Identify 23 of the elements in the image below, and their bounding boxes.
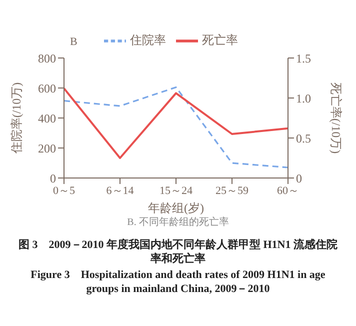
x-tick-label: 25～59	[216, 184, 249, 197]
caption: Figure 3 Hospitalization and death rates of 2009 H1N1 in age groups in mainland China, 2009－2010	[30, 268, 326, 296]
legend-label: 住院率	[130, 32, 166, 47]
x-axis-title: 年龄组(岁)	[148, 201, 204, 215]
legend-label: 死亡率	[202, 32, 238, 47]
y-tick-label: 200	[38, 141, 56, 156]
y2-tick-label: 1.0	[296, 91, 311, 106]
text: B	[70, 36, 78, 48]
y-axis-title: 住院率(/10万)	[9, 82, 24, 155]
y-tick-label: 600	[38, 81, 56, 96]
y2-axis-title: 死亡率(/10万)	[328, 82, 343, 154]
x-tick-label: 15～24	[160, 184, 193, 197]
y2-tick-label: 0.5	[296, 131, 311, 146]
x-tick-label: 0～5	[53, 184, 76, 197]
text: B. 不同年龄组的死亡率	[126, 216, 230, 230]
y2-tick-label: 1.5	[296, 51, 311, 66]
caption: 图 3 2009－2010 年度我国内地不同年龄人群甲型 H1N1 流感住院率和死亡率	[18, 238, 338, 266]
x-tick-label: 6～14	[106, 184, 134, 197]
y-tick-label: 800	[38, 51, 56, 66]
y-tick-label: 400	[38, 111, 56, 126]
x-tick-label: 60～	[277, 184, 299, 197]
y-tick-label: 0	[50, 171, 56, 186]
y2-tick-label: 0	[296, 171, 302, 186]
